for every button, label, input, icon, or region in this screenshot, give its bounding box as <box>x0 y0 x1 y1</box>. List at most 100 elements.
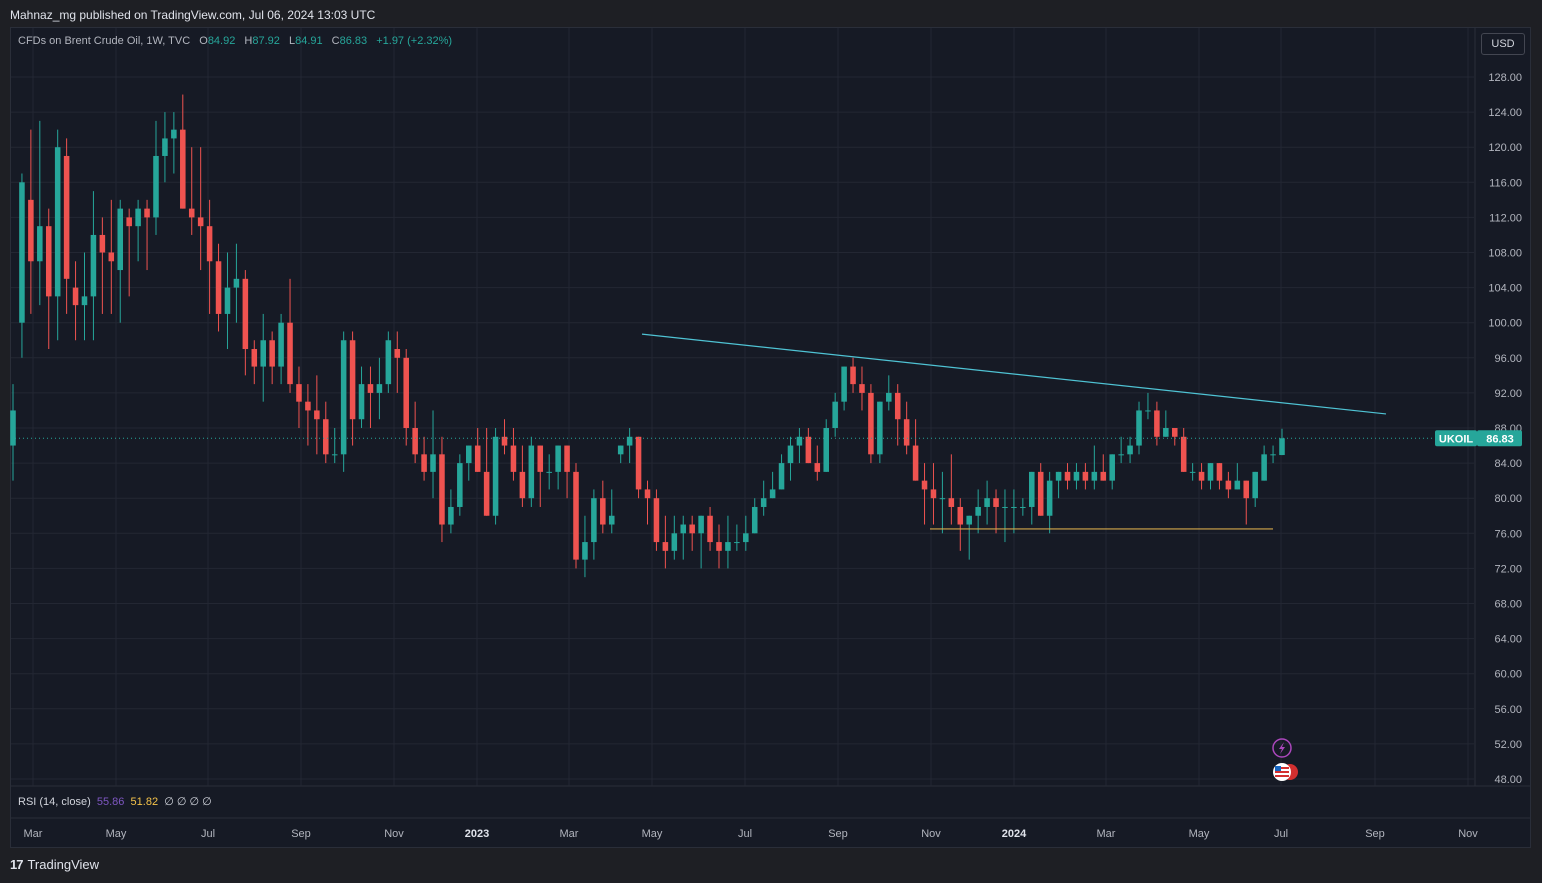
candle-body <box>1234 480 1241 490</box>
candle <box>1154 401 1160 446</box>
candle <box>162 112 168 183</box>
candle-body <box>1082 471 1089 481</box>
candle-body <box>403 357 409 428</box>
candle <box>403 349 409 446</box>
candle-body <box>1198 471 1205 481</box>
candle <box>81 252 88 341</box>
candle <box>28 129 34 314</box>
candle <box>242 270 249 376</box>
candle-body <box>644 489 651 499</box>
y-tick-label: 56.00 <box>1494 704 1522 716</box>
candle <box>680 515 687 560</box>
candle-body <box>519 471 526 499</box>
candle <box>1252 471 1258 507</box>
candle-body <box>555 445 561 472</box>
candle-body <box>1279 438 1285 456</box>
candle <box>430 410 436 499</box>
candle-body <box>188 208 195 218</box>
candle-body <box>1136 410 1142 446</box>
candle <box>233 243 240 323</box>
candle <box>868 384 874 464</box>
candle-body <box>1046 480 1053 516</box>
candle <box>734 524 740 551</box>
candle-body <box>1118 454 1124 456</box>
currency-button[interactable]: USD <box>1481 33 1525 55</box>
candle-body <box>108 252 115 262</box>
candle <box>1243 480 1250 525</box>
candle <box>546 454 552 490</box>
candle-body <box>394 349 401 358</box>
candle-body <box>1029 471 1035 507</box>
candle <box>850 357 856 393</box>
candle-body <box>54 147 61 297</box>
x-tick-label: Jul <box>201 828 215 840</box>
candle <box>725 515 731 569</box>
candle-body <box>1064 471 1071 481</box>
candle <box>1207 463 1214 490</box>
candle <box>135 199 141 262</box>
high-label: H <box>244 35 253 47</box>
candle <box>37 120 43 306</box>
candle-body <box>349 340 356 420</box>
candle-body <box>90 234 97 297</box>
y-tick-label: 112.00 <box>1489 212 1522 224</box>
candle <box>1100 454 1107 481</box>
candle-body <box>626 436 633 446</box>
candle <box>45 208 52 350</box>
candle <box>412 401 418 464</box>
x-tick-label: Jul <box>738 828 752 840</box>
candle <box>1091 445 1098 490</box>
candle <box>1261 445 1267 481</box>
candle-body <box>930 489 937 499</box>
candle-body <box>832 401 838 428</box>
candle-body <box>582 542 588 560</box>
candle <box>886 375 892 411</box>
candle <box>99 217 106 314</box>
candle-body <box>680 524 687 534</box>
candle-body <box>501 436 508 446</box>
y-tick-label: 84.00 <box>1494 458 1522 470</box>
candle-body <box>1073 471 1080 481</box>
candle-body <box>975 506 981 516</box>
candle-body <box>1037 471 1044 516</box>
candle-body <box>957 506 964 525</box>
candle <box>1225 471 1232 499</box>
candle-body <box>430 454 436 472</box>
candle-body <box>617 445 624 455</box>
candle <box>743 515 749 551</box>
y-tick-label: 48.00 <box>1494 774 1522 786</box>
low-label: L <box>288 35 296 47</box>
candle-body <box>841 366 847 402</box>
candle <box>671 515 678 560</box>
candle-body <box>510 445 517 472</box>
candle-body <box>465 445 472 464</box>
chart-frame[interactable] <box>10 27 1531 848</box>
x-tick-label: Nov <box>384 828 404 840</box>
candle <box>769 471 776 499</box>
candle-body <box>778 463 785 490</box>
candle <box>1216 463 1223 490</box>
candle-body <box>912 445 919 481</box>
low-value: 84.91 <box>295 35 323 47</box>
candle <box>635 436 642 499</box>
candle-body <box>314 410 320 420</box>
candle <box>537 445 544 507</box>
candle-body <box>385 340 392 385</box>
candle <box>421 436 427 481</box>
candle-body <box>868 392 874 455</box>
lightning-icon <box>1272 738 1292 758</box>
candle-body <box>966 515 972 525</box>
candle-body <box>796 436 803 446</box>
y-tick-label: 96.00 <box>1494 353 1522 365</box>
candle <box>796 428 803 464</box>
price-tag-symbol-box <box>1435 430 1477 447</box>
candle-body <box>662 542 669 551</box>
x-tick-label: May <box>642 828 663 840</box>
candle-body <box>340 340 347 455</box>
candle-body <box>939 498 946 500</box>
candle <box>1270 445 1276 464</box>
candle-body <box>81 296 88 306</box>
candles <box>10 94 1285 578</box>
candle <box>305 384 311 446</box>
